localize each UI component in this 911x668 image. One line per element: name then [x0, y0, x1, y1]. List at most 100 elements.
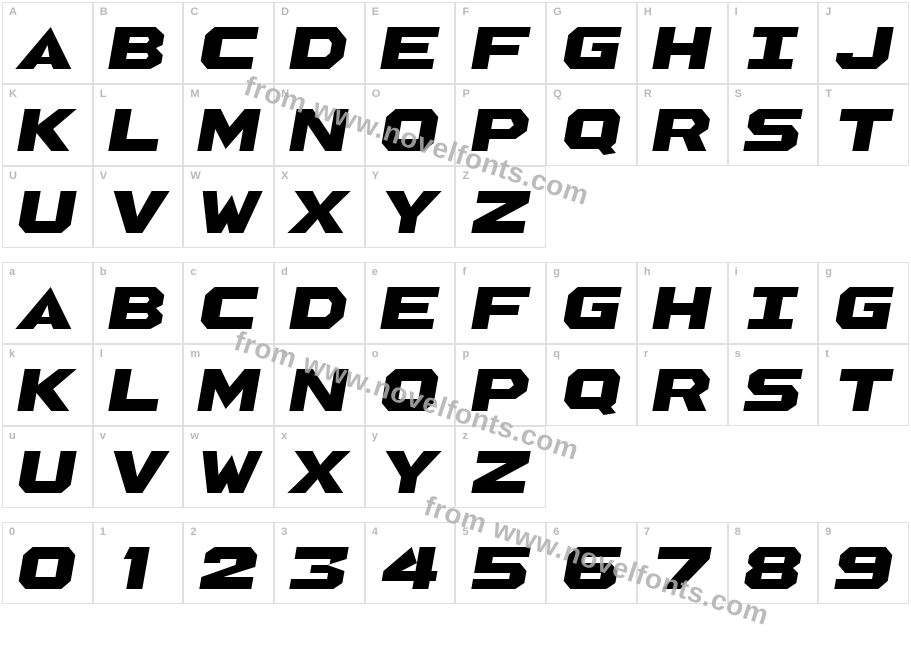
glyph-cell: R — [637, 84, 728, 166]
section-spacer — [2, 508, 909, 522]
glyph-0 — [11, 543, 84, 593]
section-spacer — [2, 248, 909, 262]
glyph-E — [374, 23, 447, 73]
glyph-cell: Y — [365, 166, 456, 248]
glyph-key-label: x — [281, 430, 287, 442]
glyph-key-label: a — [9, 266, 15, 278]
glyph-key-label: z — [462, 430, 468, 442]
glyph-key-label: Y — [372, 170, 380, 182]
glyph-key-label: Q — [553, 88, 562, 100]
glyph-K — [11, 105, 84, 155]
glyph-cell: z — [455, 426, 546, 508]
glyph-key-label: I — [735, 6, 738, 18]
glyph-key-label: r — [644, 348, 649, 360]
glyph-key-label: L — [100, 88, 107, 100]
glyph-cell: 9 — [818, 522, 909, 604]
section-lowercase: abcdefghigklmnopqrstuvwxyz — [2, 262, 909, 508]
glyph-key-label: H — [644, 6, 652, 18]
glyph-J — [827, 23, 900, 73]
glyph-cell: Q — [546, 84, 637, 166]
glyph-cell: M — [183, 84, 274, 166]
glyph-cell: l — [93, 344, 184, 426]
glyph-cell: 5 — [455, 522, 546, 604]
glyph-key-label: P — [462, 88, 470, 100]
glyph-cell — [818, 426, 909, 508]
glyph-key-label: Z — [462, 170, 469, 182]
glyph-V — [102, 447, 175, 497]
glyph-key-label: O — [372, 88, 381, 100]
glyph-key-label: A — [9, 6, 17, 18]
glyph-cell: C — [183, 2, 274, 84]
glyph-P — [464, 105, 537, 155]
glyph-T — [827, 365, 900, 415]
glyph-key-label: m — [190, 348, 200, 360]
glyph-A — [11, 283, 84, 333]
glyph-key-label: J — [825, 6, 831, 18]
glyph-key-label: 6 — [553, 526, 559, 538]
glyph-cell: s — [728, 344, 819, 426]
glyph-cell: O — [365, 84, 456, 166]
glyph-cell: c — [183, 262, 274, 344]
glyph-cell: 2 — [183, 522, 274, 604]
glyph-key-label: S — [735, 88, 743, 100]
glyph-X — [283, 187, 356, 237]
glyph-cell: o — [365, 344, 456, 426]
glyph-H — [646, 283, 719, 333]
glyph-key-label: E — [372, 6, 380, 18]
glyph-4 — [374, 543, 447, 593]
glyph-Z — [464, 187, 537, 237]
glyph-Z — [464, 447, 537, 497]
glyph-key-label: 8 — [735, 526, 741, 538]
glyph-key-label: 2 — [190, 526, 196, 538]
glyph-key-label: 5 — [462, 526, 468, 538]
glyph-cell: N — [274, 84, 365, 166]
glyph-cell: y — [365, 426, 456, 508]
glyph-cell: W — [183, 166, 274, 248]
glyph-cell: r — [637, 344, 728, 426]
glyph-key-label: T — [825, 88, 832, 100]
glyph-B — [102, 283, 175, 333]
glyph-cell: 3 — [274, 522, 365, 604]
glyph-G — [555, 23, 628, 73]
glyph-cell: x — [274, 426, 365, 508]
glyph-cell: 4 — [365, 522, 456, 604]
glyph-cell — [728, 426, 819, 508]
glyph-key-label: e — [372, 266, 378, 278]
glyph-key-label: g — [825, 266, 832, 278]
glyph-I — [737, 283, 810, 333]
glyph-I — [737, 23, 810, 73]
glyph-Y — [374, 447, 447, 497]
glyph-cell: U — [2, 166, 93, 248]
glyph-W — [192, 447, 265, 497]
glyph-E — [374, 283, 447, 333]
glyph-cell — [637, 166, 728, 248]
glyph-W — [192, 187, 265, 237]
glyph-cell — [637, 426, 728, 508]
glyph-G — [827, 283, 900, 333]
glyph-key-label: U — [9, 170, 17, 182]
glyph-cell: 6 — [546, 522, 637, 604]
glyph-key-label: c — [190, 266, 196, 278]
glyph-cell: 1 — [93, 522, 184, 604]
glyph-O — [374, 365, 447, 415]
glyph-key-label: v — [100, 430, 106, 442]
glyph-N — [283, 365, 356, 415]
glyph-key-label: F — [462, 6, 469, 18]
glyph-cell: q — [546, 344, 637, 426]
glyph-key-label: s — [735, 348, 741, 360]
glyph-U — [11, 447, 84, 497]
glyph-cell: d — [274, 262, 365, 344]
glyph-cell: F — [455, 2, 546, 84]
glyph-key-label: g — [553, 266, 560, 278]
glyph-cell: g — [818, 262, 909, 344]
glyph-cell: 0 — [2, 522, 93, 604]
glyph-cell: g — [546, 262, 637, 344]
glyph-cell: i — [728, 262, 819, 344]
glyph-F — [464, 283, 537, 333]
font-character-map: ABCDEFGHIJKLMNOPQRSTUVWXYZabcdefghigklmn… — [0, 0, 911, 606]
glyph-key-label: u — [9, 430, 16, 442]
glyph-key-label: R — [644, 88, 652, 100]
glyph-cell: X — [274, 166, 365, 248]
glyph-cell: K — [2, 84, 93, 166]
glyph-key-label: h — [644, 266, 651, 278]
